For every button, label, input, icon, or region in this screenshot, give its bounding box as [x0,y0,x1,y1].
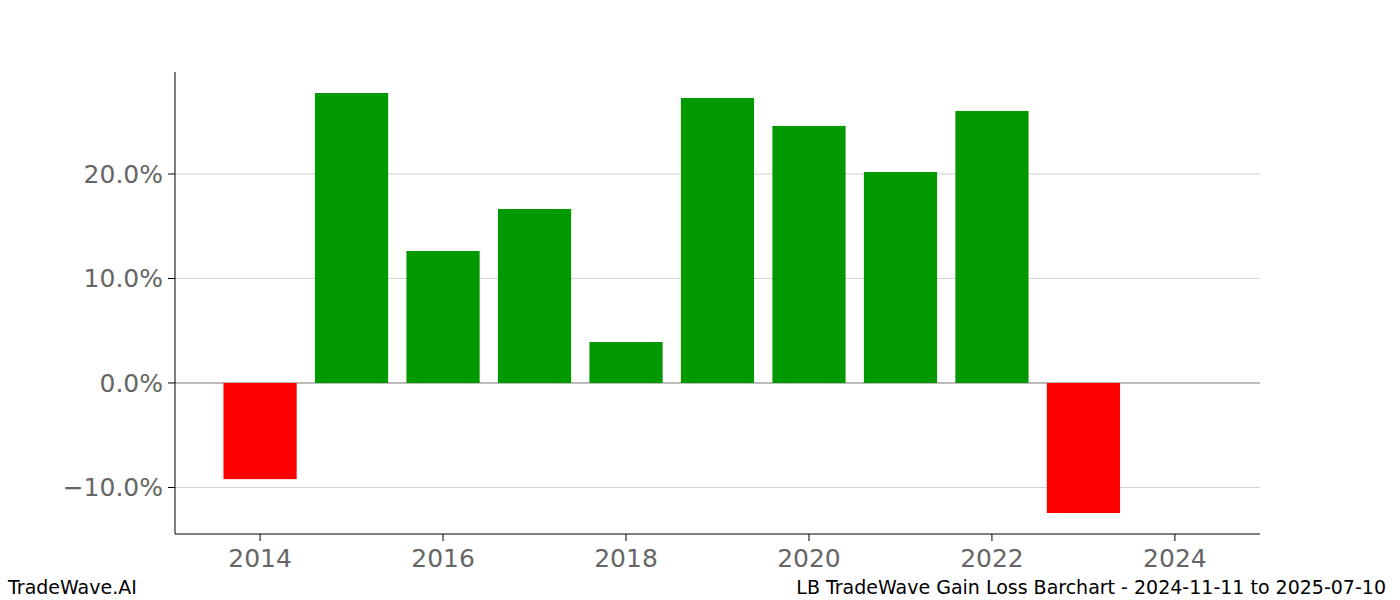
y-tick [168,173,175,174]
x-tick [260,534,261,541]
bar [406,251,479,383]
x-tick [991,534,992,541]
bar [498,209,571,383]
bar [1047,383,1120,513]
bar [772,126,845,383]
bar [955,111,1028,383]
bar [681,98,754,383]
x-tick-label: 2020 [777,544,841,573]
y-tick [168,487,175,488]
bar [589,342,662,383]
x-tick-label: 2018 [594,544,658,573]
bar [223,383,296,479]
y-tick [168,382,175,383]
x-tick-label: 2014 [228,544,292,573]
footer-brand: TradeWave.AI [7,576,137,598]
y-axis [175,72,176,534]
x-tick [443,534,444,541]
x-tick-label: 2024 [1143,544,1207,573]
chart: −10.0% 0.0% 10.0% 20.0% 2014 2016 2018 2020 2022… [0,0,1400,600]
y-tick-label: 10.0% [84,264,163,293]
bars [223,93,1120,513]
y-tick-label: 0.0% [99,369,163,398]
y-tick-label: −10.0% [63,473,163,502]
y-tick-label: 20.0% [84,160,163,189]
y-tick [168,278,175,279]
x-axis [175,534,1260,535]
x-tick [1174,534,1175,541]
bar [315,93,388,383]
title: LB TradeWave Gain Loss Barchart - 2024-1… [796,576,1386,598]
x-tick-label: 2022 [960,544,1024,573]
x-tick [808,534,809,541]
x-tick-label: 2016 [411,544,475,573]
bar [864,172,937,383]
x-tick [626,534,627,541]
